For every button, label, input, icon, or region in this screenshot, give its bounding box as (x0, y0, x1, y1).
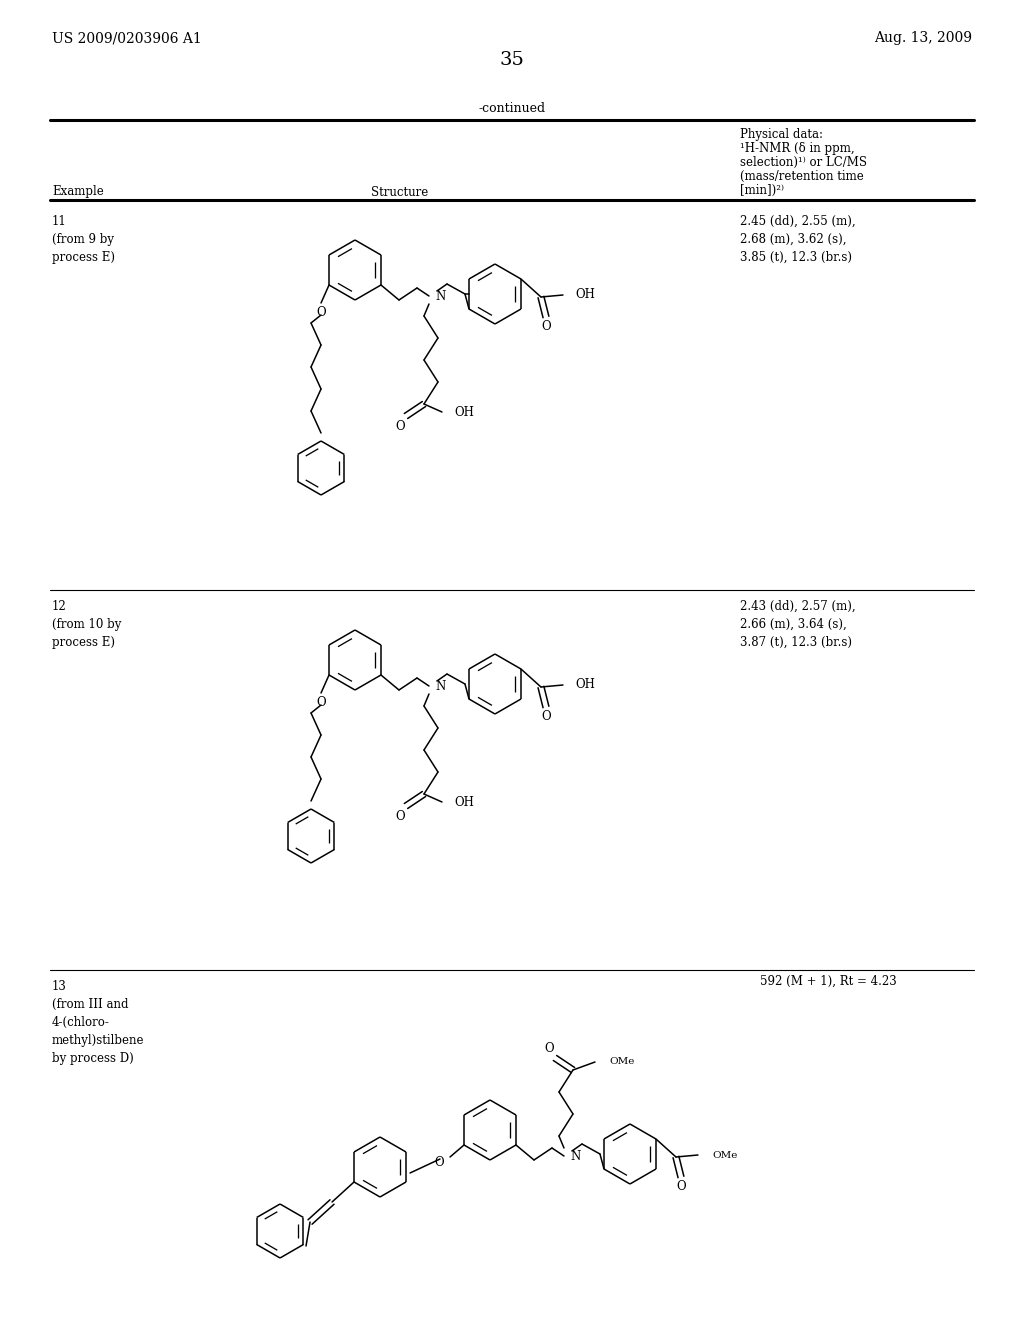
Text: ¹H-NMR (δ in ppm,: ¹H-NMR (δ in ppm, (740, 143, 855, 154)
Text: O: O (434, 1156, 444, 1170)
Text: Aug. 13, 2009: Aug. 13, 2009 (874, 30, 972, 45)
Text: O: O (395, 420, 404, 433)
Text: O: O (316, 696, 326, 709)
Text: N: N (435, 289, 445, 302)
Text: 35: 35 (500, 51, 524, 69)
Text: O: O (544, 1041, 554, 1055)
Text: US 2009/0203906 A1: US 2009/0203906 A1 (52, 30, 202, 45)
Text: O: O (541, 710, 551, 723)
Text: OMe: OMe (609, 1057, 634, 1067)
Text: N: N (435, 680, 445, 693)
Text: O: O (541, 321, 551, 334)
Text: N: N (570, 1150, 581, 1163)
Text: OH: OH (454, 405, 474, 418)
Text: OMe: OMe (712, 1151, 737, 1159)
Text: O: O (316, 305, 326, 318)
Text: OH: OH (454, 796, 474, 808)
Text: OH: OH (574, 289, 595, 301)
Text: 11
(from 9 by
process E): 11 (from 9 by process E) (52, 215, 115, 264)
Text: Example: Example (52, 186, 103, 198)
Text: 2.43 (dd), 2.57 (m),
2.66 (m), 3.64 (s),
3.87 (t), 12.3 (br.s): 2.43 (dd), 2.57 (m), 2.66 (m), 3.64 (s),… (740, 601, 856, 649)
Text: 592 (M + 1), Rt = 4.23: 592 (M + 1), Rt = 4.23 (760, 975, 897, 987)
Text: [min])²⁾: [min])²⁾ (740, 183, 784, 197)
Text: 13
(from III and
4-(chloro-
methyl)stilbene
by process D): 13 (from III and 4-(chloro- methyl)stilb… (52, 979, 144, 1065)
Text: O: O (676, 1180, 686, 1193)
Text: 2.45 (dd), 2.55 (m),
2.68 (m), 3.62 (s),
3.85 (t), 12.3 (br.s): 2.45 (dd), 2.55 (m), 2.68 (m), 3.62 (s),… (740, 215, 856, 264)
Text: Structure: Structure (372, 186, 429, 198)
Text: (mass/retention time: (mass/retention time (740, 170, 864, 183)
Text: selection)¹⁾ or LC/MS: selection)¹⁾ or LC/MS (740, 156, 867, 169)
Text: O: O (395, 809, 404, 822)
Text: Physical data:: Physical data: (740, 128, 823, 141)
Text: 12
(from 10 by
process E): 12 (from 10 by process E) (52, 601, 122, 649)
Text: -continued: -continued (478, 102, 546, 115)
Text: OH: OH (574, 678, 595, 692)
